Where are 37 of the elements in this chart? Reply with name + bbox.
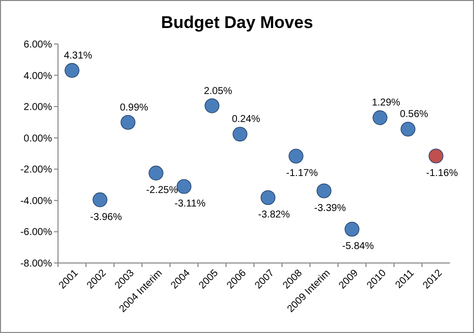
- data-label: 2.05%: [204, 86, 232, 97]
- data-label: 0.99%: [120, 102, 148, 114]
- y-tick-label: -8.00%: [20, 258, 52, 270]
- point: [316, 183, 332, 198]
- point: [372, 110, 388, 126]
- y-tick-label: -4.00%: [20, 196, 52, 207]
- data-label: 1.29%: [372, 98, 400, 109]
- data-label: -3.39%: [314, 202, 346, 214]
- point: [260, 190, 276, 206]
- point: [400, 122, 416, 136]
- data-label: -3.96%: [90, 212, 122, 223]
- y-tick-label: 6.00%: [24, 40, 52, 50]
- point: [204, 98, 220, 114]
- y-tick-label: 0.00%: [24, 133, 52, 144]
- y-tick-label: -6.00%: [20, 227, 52, 238]
- point: [428, 148, 444, 164]
- data-label: -1.16%: [426, 168, 458, 180]
- data-label: 0.56%: [400, 109, 428, 120]
- data-label: -5.84%: [342, 241, 374, 252]
- point: [344, 222, 360, 237]
- point: [232, 126, 248, 142]
- data-label: -1.17%: [286, 168, 318, 180]
- point: [92, 192, 108, 208]
- point: [176, 179, 192, 194]
- point: [64, 63, 80, 78]
- point: [288, 148, 304, 164]
- data-label: 0.24%: [232, 114, 260, 126]
- y-tick-label: 2.00%: [24, 102, 52, 114]
- data-label: -3.82%: [258, 210, 290, 221]
- y-tick-label: 4.00%: [24, 70, 52, 82]
- data-label: -2.25%: [146, 185, 178, 196]
- y-tick-label: -2.00%: [20, 164, 52, 176]
- chart-title: Budget Day Moves: [160, 13, 314, 32]
- point: [120, 114, 136, 130]
- data-label: 4.31%: [64, 50, 92, 62]
- data-label: -3.11%: [174, 198, 206, 210]
- point: [148, 166, 164, 180]
